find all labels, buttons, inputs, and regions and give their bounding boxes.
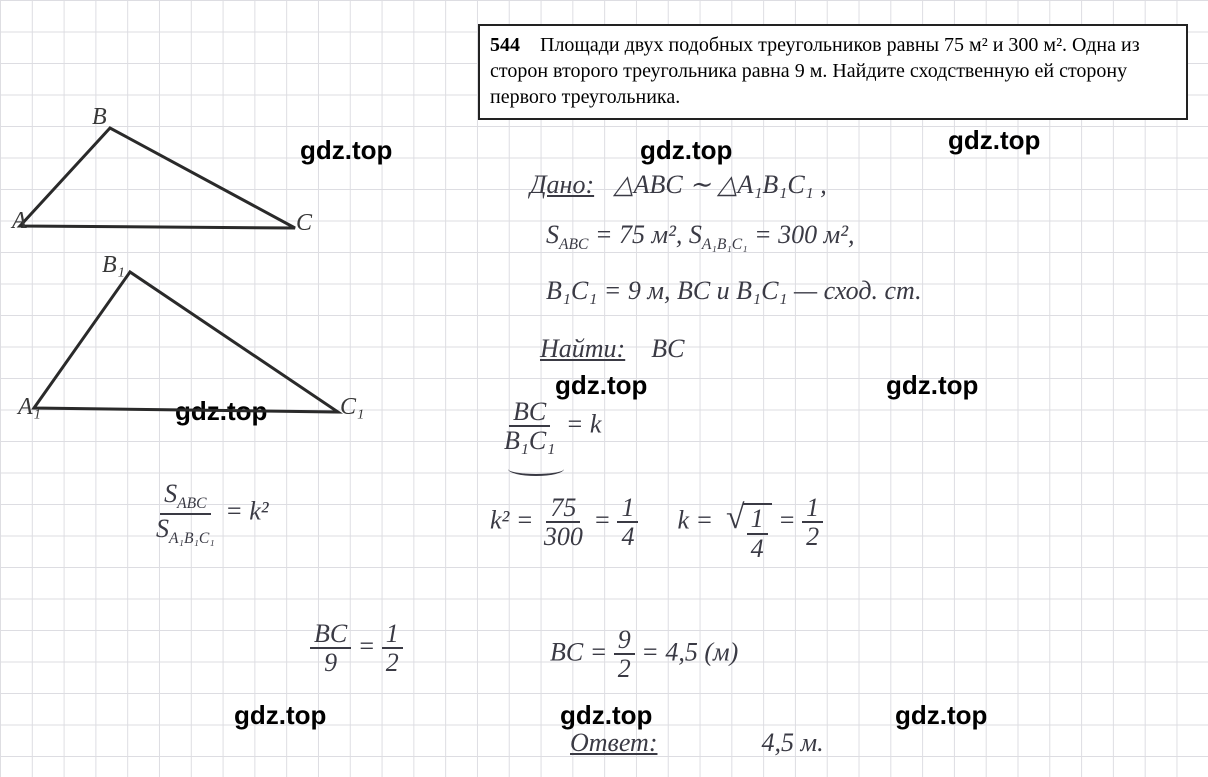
given-similar: △ABC ∼ △A₁B₁C₁ , — [614, 170, 827, 199]
answer-value: 4,5 м. — [761, 728, 823, 757]
answer-line: Ответ: 4,5 м. — [570, 730, 824, 756]
answer-label: Ответ: — [570, 728, 657, 757]
problem-number: 544 — [490, 34, 520, 56]
find-target: BC — [651, 334, 684, 363]
find-header: Найти: — [540, 334, 625, 363]
bc-over-9: BC 9 = 1 2 — [310, 620, 403, 677]
vertex-c1: C₁ — [340, 394, 364, 421]
triangle-abc — [20, 128, 295, 228]
ratio-area: SABC SA₁B₁C₁ = k² — [152, 480, 269, 547]
ratio-bc: BC B₁C₁ = k — [500, 398, 601, 455]
given-block: Дано: △ABC ∼ △A₁B₁C₁ , — [530, 172, 827, 198]
bc-final: BC = 9 2 = 4,5 (м) — [550, 626, 738, 683]
given-side: B₁C₁ = 9 м, BC и B₁C₁ — сход. ст. — [546, 278, 922, 304]
vertex-b1: B₁ — [102, 252, 125, 279]
find-block: Найти: BC — [540, 336, 684, 362]
given-areas: SABC = 75 м², SA₁B₁C₁ = 300 м², — [546, 222, 855, 253]
triangle-a1b1c1 — [34, 272, 338, 412]
given-header: Дано: — [530, 170, 594, 199]
k-squared-line: k² = 75 300 = 1 4 k = √ 1 4 = 1 2 — [490, 494, 823, 562]
problem-box: 544 Площади двух подобных треугольников … — [478, 24, 1188, 120]
vertex-c: C — [296, 210, 312, 237]
underline-arc — [508, 462, 564, 476]
triangle-figure — [0, 0, 420, 440]
vertex-a: A — [12, 208, 27, 235]
problem-text: Площади двух подобных треугольников равн… — [490, 34, 1140, 108]
vertex-a1: A₁ — [18, 394, 41, 421]
vertex-b: B — [92, 104, 107, 131]
